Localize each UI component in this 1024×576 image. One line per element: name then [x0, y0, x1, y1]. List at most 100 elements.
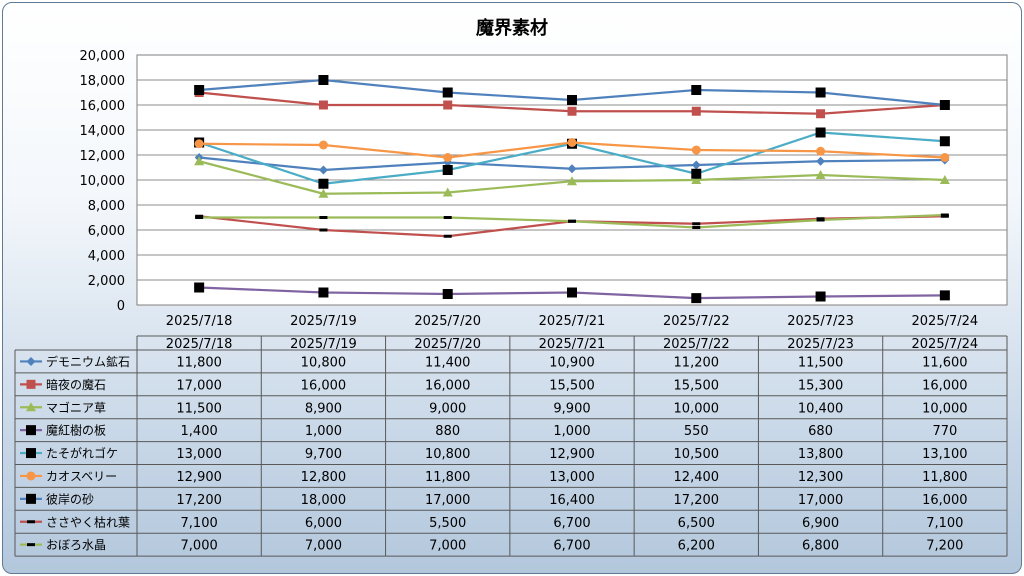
- y-tick-label: 12,000: [80, 149, 126, 164]
- table-cell: 12,900: [549, 447, 595, 462]
- data-point: [691, 106, 701, 116]
- series-group: [194, 138, 950, 162]
- legend-label: 魔紅樹の板: [46, 423, 106, 438]
- series-group: [194, 156, 950, 198]
- table-cell: 10,800: [425, 447, 471, 462]
- data-point: [567, 138, 577, 147]
- legend-label: おぼろ水晶: [46, 538, 106, 552]
- table-cell: 17,000: [798, 493, 844, 508]
- data-point: [443, 216, 452, 219]
- table-cell: 10,000: [922, 401, 968, 416]
- data-point: [319, 216, 328, 219]
- legend-label: カオスベリー: [46, 469, 117, 483]
- table-cell: 7,200: [926, 539, 963, 554]
- table-cell: 13,000: [549, 470, 595, 485]
- data-point: [691, 145, 701, 155]
- data-point: [815, 87, 826, 98]
- data-point: [319, 228, 328, 232]
- data-point: [318, 188, 329, 198]
- legend-key-marker: [26, 425, 36, 436]
- table-cell: 17,200: [176, 493, 222, 508]
- data-point: [691, 168, 702, 179]
- table-cell: 7,100: [181, 516, 218, 531]
- series-group: [194, 75, 950, 110]
- table-cell: 16,000: [301, 378, 347, 393]
- x-tick-label: 2025/7/18: [166, 314, 233, 329]
- legend-key-marker: [26, 471, 36, 481]
- table-cell: 7,000: [305, 539, 342, 554]
- data-point: [195, 216, 204, 219]
- table-cell: 18,000: [301, 493, 347, 508]
- legend-label: デモニウム鉱石: [46, 354, 130, 369]
- legend-key-marker: [26, 379, 36, 389]
- table-header-cell: 2025/7/20: [414, 337, 481, 352]
- x-tick-label: 2025/7/21: [539, 314, 606, 329]
- data-point: [567, 106, 577, 116]
- data-point: [567, 164, 577, 174]
- table-cell: 12,800: [301, 470, 347, 485]
- legend-key-marker: [26, 356, 36, 366]
- table-cell: 17,000: [176, 378, 222, 393]
- table-cell: 1,000: [553, 424, 590, 439]
- table-cell: 11,600: [922, 355, 968, 370]
- table-cell: 11,800: [922, 470, 968, 485]
- table-cell: 16,000: [425, 378, 471, 393]
- data-point: [567, 176, 577, 186]
- data-point: [442, 187, 453, 197]
- table-cell: 12,300: [798, 470, 844, 485]
- table-cell: 6,800: [802, 539, 839, 554]
- table-cell: 15,500: [674, 378, 720, 393]
- data-point: [567, 287, 577, 298]
- data-point: [443, 234, 452, 238]
- table-header-cell: 2025/7/18: [166, 337, 233, 352]
- data-point: [442, 87, 453, 98]
- data-point: [816, 109, 826, 119]
- table-cell: 10,800: [301, 355, 347, 370]
- y-tick-label: 20,000: [80, 49, 126, 64]
- legend-label: ささやく枯れ葉: [46, 514, 130, 529]
- data-point: [318, 100, 328, 110]
- table-header-cell: 2025/7/19: [290, 337, 357, 352]
- data-point: [815, 170, 826, 179]
- y-tick-label: 4,000: [88, 249, 125, 264]
- data-point: [691, 293, 702, 304]
- series-group: [194, 282, 950, 304]
- table-cell: 10,500: [674, 447, 720, 462]
- data-point: [568, 219, 576, 223]
- table-cell: 7,000: [181, 539, 218, 554]
- y-tick-label: 18,000: [80, 74, 126, 89]
- table-cell: 6,000: [305, 516, 342, 531]
- table-header-cell: 2025/7/22: [663, 337, 730, 352]
- table-cell: 9,900: [553, 401, 590, 416]
- chart-title: 魔界素材: [476, 17, 548, 39]
- data-point: [816, 146, 826, 156]
- data-point: [692, 226, 701, 229]
- legend-label: マゴニア草: [46, 400, 106, 415]
- table-cell: 11,500: [176, 401, 222, 416]
- data-point: [691, 175, 702, 184]
- table-cell: 7,100: [926, 516, 963, 531]
- table-cell: 13,000: [176, 447, 222, 462]
- data-point: [318, 178, 329, 189]
- y-tick-label: 0: [117, 299, 125, 314]
- data-point: [939, 100, 950, 110]
- table-header-cell: 2025/7/21: [539, 337, 606, 352]
- data-point: [939, 175, 950, 184]
- data-point: [194, 282, 205, 293]
- table-cell: 10,900: [549, 355, 595, 370]
- data-point: [940, 153, 950, 162]
- legend-key-marker: [26, 448, 36, 459]
- table-cell: 6,700: [553, 539, 590, 554]
- table-cell: 11,400: [425, 355, 471, 370]
- table-cell: 10,400: [798, 401, 844, 416]
- table-cell: 770: [932, 424, 957, 439]
- data-point: [443, 100, 453, 110]
- table-cell: 7,000: [429, 539, 466, 554]
- table-cell: 12,900: [176, 470, 222, 485]
- table-cell: 11,500: [798, 355, 844, 370]
- table-cell: 13,100: [922, 447, 968, 462]
- table-cell: 550: [684, 424, 709, 439]
- legend-label: たそがれゴケ: [46, 446, 118, 461]
- table-cell: 16,400: [549, 493, 595, 508]
